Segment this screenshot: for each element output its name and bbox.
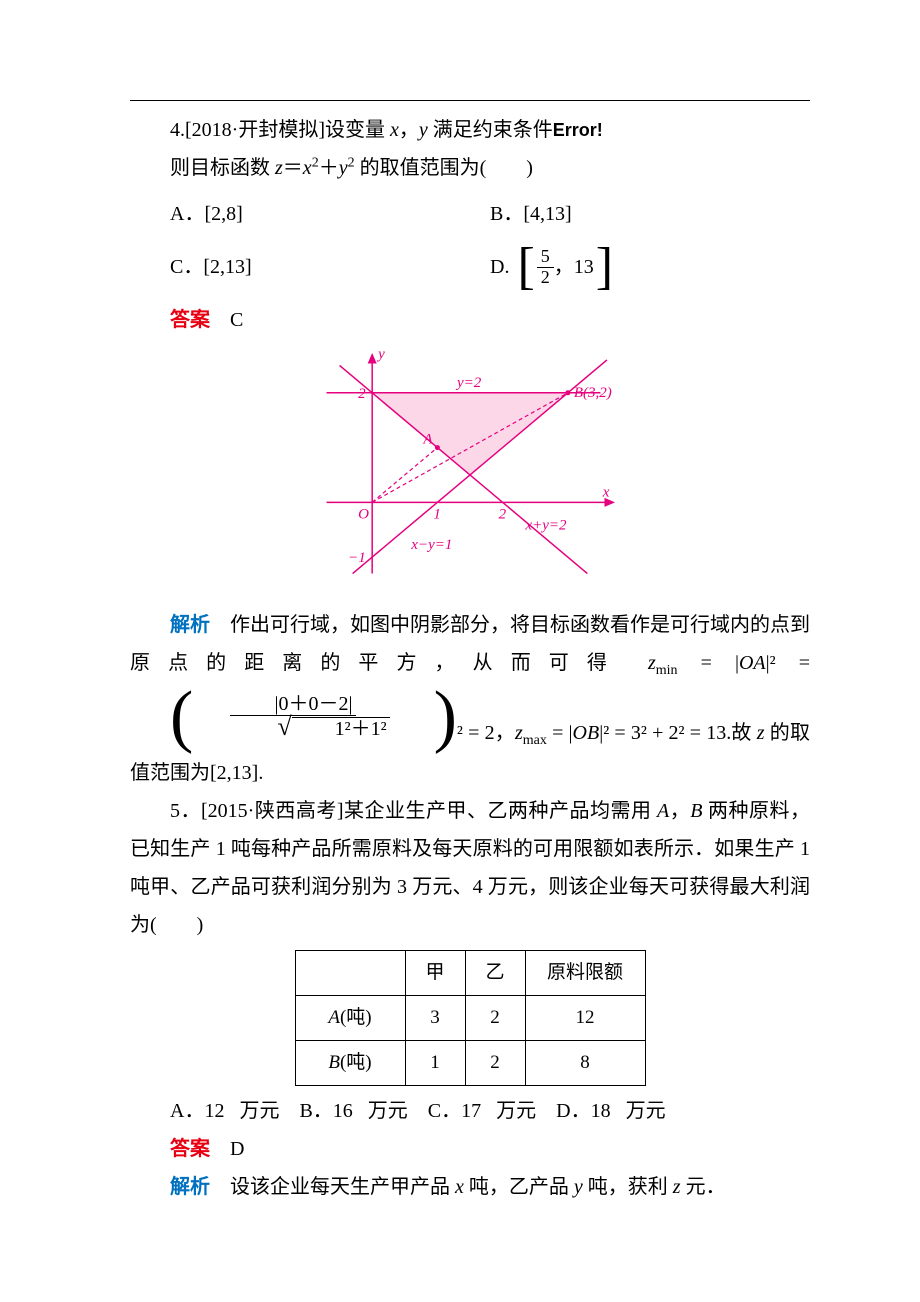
q5-var-x: x	[455, 1176, 464, 1198]
svg-text:x+y=2: x+y=2	[524, 518, 567, 534]
table-cell: 3	[405, 996, 465, 1041]
table-header-cell: 甲	[405, 951, 465, 996]
sqrt-inner: 1²＋1²	[292, 717, 390, 740]
d-right: 13	[574, 248, 594, 286]
q5-stem: 5．[2015·陕西高考]某企业生产甲、乙两种产品均需用 A，B 两种原料，已知…	[130, 792, 810, 944]
svg-text:x−y=1: x−y=1	[410, 537, 452, 553]
q5-table: 甲乙原料限额A(吨)3212B(吨)128	[295, 950, 646, 1086]
q4-obj-text1: 则目标函数	[170, 157, 275, 179]
table-cell: 2	[465, 1041, 525, 1086]
var-x: x	[390, 119, 399, 141]
q4-obj-y: y	[339, 157, 348, 179]
q5-stem1: 5．[2015·陕西高考]某企业生产甲、乙两种产品均需用	[170, 800, 657, 822]
q4-answer: C	[230, 309, 243, 331]
var-a: A	[657, 800, 669, 822]
svg-text:B(3,2): B(3,2)	[574, 385, 612, 401]
sep: ，	[554, 248, 574, 286]
q4-option-d: D. [ 5 2 ，13 ]	[490, 237, 810, 297]
q5-expl-3: 吨，获利	[583, 1176, 673, 1198]
q4-option-a-text: A．[2,8]	[170, 195, 243, 233]
eq2b: |² = 3² + 2² = 13.故	[599, 722, 757, 744]
sq-suffix: ² = 2，	[457, 722, 515, 744]
svg-text:A: A	[422, 432, 433, 448]
q4-option-d-content: 5 2 ，13	[535, 247, 596, 288]
eq1b: |² =	[766, 652, 810, 674]
table-cell: 8	[525, 1041, 645, 1086]
var-ob: OB	[573, 722, 600, 744]
var-z-min: z	[648, 652, 656, 674]
q5-expl-2: 吨，乙产品	[464, 1176, 574, 1198]
table-row: B(吨)128	[295, 1041, 645, 1086]
svg-text:2: 2	[358, 386, 366, 402]
q4-stem-text1: 4.[2018·开封模拟]设变量	[170, 119, 390, 141]
frac-num: 5	[537, 247, 554, 268]
var-b: B	[690, 800, 702, 822]
q5-answer-line: 答案 D	[130, 1130, 810, 1168]
eq1a: = |	[678, 652, 739, 674]
q4-figure-svg: y x y=2 B(3,2) A O 1 2 2 −1 x−y=1 x+y=2	[320, 349, 620, 579]
eq2a: = |	[547, 722, 573, 744]
svg-text:O: O	[358, 506, 369, 522]
paren-expr: (|0＋0－2|√1²＋1²)	[130, 685, 457, 748]
q5-answer: D	[230, 1138, 244, 1160]
table-row: A(吨)3212	[295, 996, 645, 1041]
q5-expl-1: 设该企业每天生产甲产品	[230, 1176, 455, 1198]
q4-answer-line: 答案 C	[130, 301, 810, 339]
var-z: z	[757, 722, 765, 744]
svg-text:y=2: y=2	[455, 375, 482, 391]
svg-text:1: 1	[433, 506, 441, 522]
q5-expl-4: 元．	[681, 1176, 726, 1198]
q5-var-z: z	[673, 1176, 681, 1198]
q4-stem: 4.[2018·开封模拟]设变量 x，y 满足约束条件Error!	[130, 111, 810, 149]
svg-text:2: 2	[499, 506, 507, 522]
q4-option-c-text: C．[2,13]	[170, 248, 252, 286]
var-y: y	[419, 119, 428, 141]
table-cell: 1	[405, 1041, 465, 1086]
q5-options: A．12 万元 B．16 万元 C．17 万元 D．18 万元	[170, 1092, 810, 1130]
q5-comma: ，	[669, 800, 690, 822]
q5-explanation: 解析设该企业每天生产甲产品 x 吨，乙产品 y 吨，获利 z 元．	[130, 1168, 810, 1206]
q4-obj-text2: 的取值范围为( )	[355, 157, 533, 179]
q5-options-text: A．12 万元 B．16 万元 C．17 万元 D．18 万元	[170, 1100, 666, 1122]
answer-label: 答案	[170, 309, 210, 331]
q4-option-c: C．[2,13]	[170, 237, 490, 297]
var-oa: OA	[739, 652, 766, 674]
q4-option-b-text: B．[4,13]	[490, 195, 572, 233]
svg-text:y: y	[376, 349, 385, 362]
table-header-cell	[295, 951, 405, 996]
top-rule	[130, 100, 810, 101]
left-bracket-icon: [	[517, 241, 534, 293]
q4-stem-text3: 满足约束条件	[428, 119, 553, 141]
var-z-max: z	[515, 722, 523, 744]
table-header-cell: 原料限额	[525, 951, 645, 996]
q5-answer-label: 答案	[170, 1138, 210, 1160]
table-cell: 2	[465, 996, 525, 1041]
q4-objective: 则目标函数 z＝x2＋y2 的取值范围为( )	[130, 149, 810, 187]
error-text: Error!	[553, 120, 603, 140]
q4-obj-expr: z	[275, 157, 283, 179]
svg-text:−1: −1	[348, 550, 366, 566]
q4-option-d-label: D.	[490, 248, 509, 286]
q5-explain-label: 解析	[170, 1176, 210, 1198]
fraction: 5 2	[537, 247, 554, 288]
table-cell: 12	[525, 996, 645, 1041]
table-header-cell: 乙	[465, 951, 525, 996]
q4-option-a: A．[2,8]	[170, 191, 490, 237]
q5-var-y: y	[574, 1176, 583, 1198]
comma: ，	[399, 119, 419, 141]
svg-text:x: x	[602, 484, 610, 500]
q4-figure: y x y=2 B(3,2) A O 1 2 2 −1 x−y=1 x+y=2	[130, 349, 810, 592]
q4-option-b: B．[4,13]	[490, 191, 810, 237]
table-cell: B(吨)	[295, 1041, 405, 1086]
table-cell: A(吨)	[295, 996, 405, 1041]
q4-explanation: 解析作出可行域，如图中阴影部分，将目标函数看作是可行域内的点到原点的距离的平方，…	[130, 606, 810, 792]
explain-label: 解析	[170, 614, 210, 636]
right-bracket-icon: ]	[596, 241, 613, 293]
frac-den: 2	[537, 268, 554, 288]
q4-options: A．[2,8] B．[4,13] C．[2,13] D. [ 5 2 ，13 ]	[170, 191, 810, 297]
q4-obj-x: x	[303, 157, 312, 179]
frac2-num: |0＋0－2|	[230, 693, 356, 716]
